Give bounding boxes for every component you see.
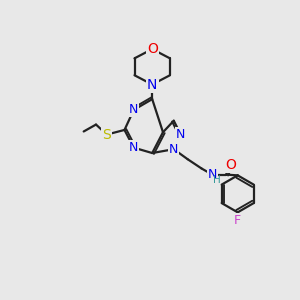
Text: N: N xyxy=(169,143,178,156)
Text: N: N xyxy=(129,141,138,154)
Text: O: O xyxy=(225,158,236,172)
Text: N: N xyxy=(208,168,217,181)
Text: N: N xyxy=(176,128,185,141)
Text: N: N xyxy=(129,103,138,116)
Text: N: N xyxy=(147,77,158,92)
Text: O: O xyxy=(147,42,158,56)
Text: S: S xyxy=(102,128,111,142)
Text: F: F xyxy=(234,214,241,227)
Text: H: H xyxy=(213,175,221,185)
